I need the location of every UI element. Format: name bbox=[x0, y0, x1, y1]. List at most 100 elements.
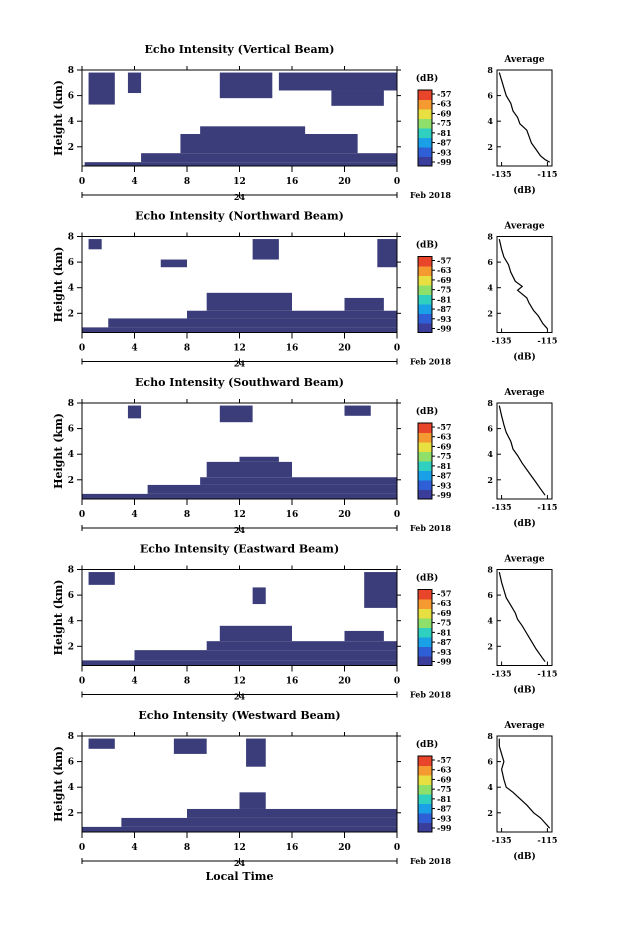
y-axis-label: Height (km) bbox=[52, 247, 65, 323]
colorbar-segment bbox=[418, 794, 432, 804]
x-tick-label: 4 bbox=[131, 510, 137, 520]
x-tick-label: 0 bbox=[79, 344, 85, 354]
x-tick-label: 4 bbox=[131, 177, 137, 187]
x-tick-label: 12 bbox=[233, 344, 246, 354]
colorbar-tick-label: -69 bbox=[437, 108, 452, 118]
colorbar-segment bbox=[418, 489, 432, 500]
colorbar-segment bbox=[418, 442, 432, 452]
echo-cover-block bbox=[88, 738, 115, 749]
y-tick-label: 2 bbox=[68, 642, 74, 652]
y-tick-label: 6 bbox=[68, 258, 74, 268]
average-x-tick-label: -115 bbox=[537, 336, 557, 346]
echo-cover-block bbox=[377, 239, 397, 268]
average-x-label: (dB) bbox=[513, 685, 535, 696]
y-tick-label: 6 bbox=[68, 758, 74, 768]
colorbar-frame bbox=[417, 89, 433, 167]
echo-cover-block bbox=[88, 239, 102, 250]
echo-cover-block bbox=[127, 405, 142, 419]
echo-cover-block bbox=[200, 126, 306, 134]
average-profile-line bbox=[498, 72, 550, 163]
colorbar-tick-label: -87 bbox=[437, 637, 451, 647]
x-tick-label: 16 bbox=[286, 843, 299, 853]
x-tick-label: 0 bbox=[79, 510, 85, 520]
colorbar-tick-label: -57 bbox=[437, 589, 451, 599]
y-axis-label: Height (km) bbox=[52, 746, 65, 822]
colorbar-tick-label: -99 bbox=[437, 490, 452, 500]
y-tick-label: 4 bbox=[68, 117, 74, 127]
average-y-tick-label: 8 bbox=[487, 65, 493, 75]
colorbar-tick-label: -93 bbox=[437, 647, 452, 657]
average-y-tick-label: 8 bbox=[487, 232, 493, 242]
colorbar-label: (dB) bbox=[416, 573, 438, 584]
x-tick-label: 20 bbox=[338, 677, 351, 687]
echo-cover-block bbox=[219, 405, 253, 423]
colorbar-segment bbox=[418, 765, 432, 776]
echo-cover-block bbox=[206, 461, 292, 478]
average-y-tick-label: 2 bbox=[487, 808, 493, 818]
echo-cover-block bbox=[82, 327, 397, 333]
colorbar-tick-label: -81 bbox=[437, 128, 451, 138]
average-y-tick-label: 8 bbox=[487, 731, 493, 741]
month-label: Feb 2018 bbox=[410, 856, 451, 866]
colorbar-segment bbox=[418, 313, 432, 324]
y-tick-label: 6 bbox=[68, 591, 74, 601]
average-y-tick-label: 8 bbox=[487, 565, 493, 575]
colorbar-tick-label: -69 bbox=[437, 275, 452, 285]
colorbar-segment bbox=[418, 637, 432, 647]
x-tick-label: 20 bbox=[338, 344, 351, 354]
average-y-tick-label: 6 bbox=[487, 91, 493, 101]
y-tick-label: 8 bbox=[68, 399, 74, 409]
echo-cover-block bbox=[278, 72, 397, 91]
x-tick-label: 0 bbox=[394, 344, 400, 354]
date-label: 24 bbox=[234, 525, 246, 535]
average-frame bbox=[496, 402, 553, 500]
date-label: 24 bbox=[234, 858, 246, 868]
average-profile-line bbox=[498, 238, 548, 330]
y-tick-label: 4 bbox=[68, 617, 74, 627]
echo-cover-block bbox=[252, 239, 279, 260]
y-tick-label: 2 bbox=[68, 309, 74, 319]
month-label: Feb 2018 bbox=[410, 690, 451, 700]
echo-cover-block bbox=[344, 297, 384, 311]
colorbar-tick-label: -75 bbox=[437, 618, 451, 628]
colorbar-segment bbox=[418, 432, 432, 443]
colorbar-segment bbox=[418, 599, 432, 609]
echo-cover-block bbox=[219, 625, 292, 642]
colorbar-tick-label: -63 bbox=[437, 598, 452, 608]
colorbar-tick-label: -87 bbox=[437, 304, 451, 314]
colorbar-tick-label: -75 bbox=[437, 451, 451, 461]
x-tick-label: 0 bbox=[79, 843, 85, 853]
colorbar-tick-label: -57 bbox=[437, 256, 451, 266]
y-tick-label: 2 bbox=[68, 476, 74, 486]
average-y-tick-label: 2 bbox=[487, 142, 493, 152]
y-tick-label: 8 bbox=[68, 233, 74, 243]
y-tick-label: 8 bbox=[68, 732, 74, 742]
colorbar-segment bbox=[418, 99, 432, 110]
panel-title: Echo Intensity (Westward Beam) bbox=[138, 709, 340, 722]
colorbar-segment bbox=[418, 775, 432, 785]
average-x-label: (dB) bbox=[513, 518, 535, 529]
average-y-tick-label: 4 bbox=[487, 283, 493, 293]
average-y-tick-label: 4 bbox=[487, 616, 493, 626]
colorbar-segment bbox=[418, 423, 432, 433]
average-profile-line bbox=[498, 571, 546, 663]
echo-cover-block bbox=[84, 162, 397, 166]
x-tick-label: 8 bbox=[184, 344, 190, 354]
echo-cover-block bbox=[344, 630, 384, 642]
colorbar-segment bbox=[418, 803, 432, 814]
colorbar-segment bbox=[418, 275, 432, 286]
x-tick-label: 16 bbox=[286, 677, 299, 687]
echo-cover-block bbox=[108, 318, 397, 328]
y-tick-label: 6 bbox=[68, 92, 74, 102]
panel-title: Echo Intensity (Vertical Beam) bbox=[144, 43, 334, 56]
colorbar-segment bbox=[418, 137, 432, 148]
average-profile-line bbox=[498, 738, 551, 829]
month-label: Feb 2018 bbox=[410, 523, 451, 533]
colorbar-tick-label: -87 bbox=[437, 471, 451, 481]
colorbar-segment bbox=[418, 90, 432, 100]
colorbar-segment bbox=[418, 156, 432, 167]
colorbar-segment bbox=[418, 147, 432, 157]
y-tick-label: 8 bbox=[68, 66, 74, 76]
colorbar-tick-label: -93 bbox=[437, 813, 452, 823]
